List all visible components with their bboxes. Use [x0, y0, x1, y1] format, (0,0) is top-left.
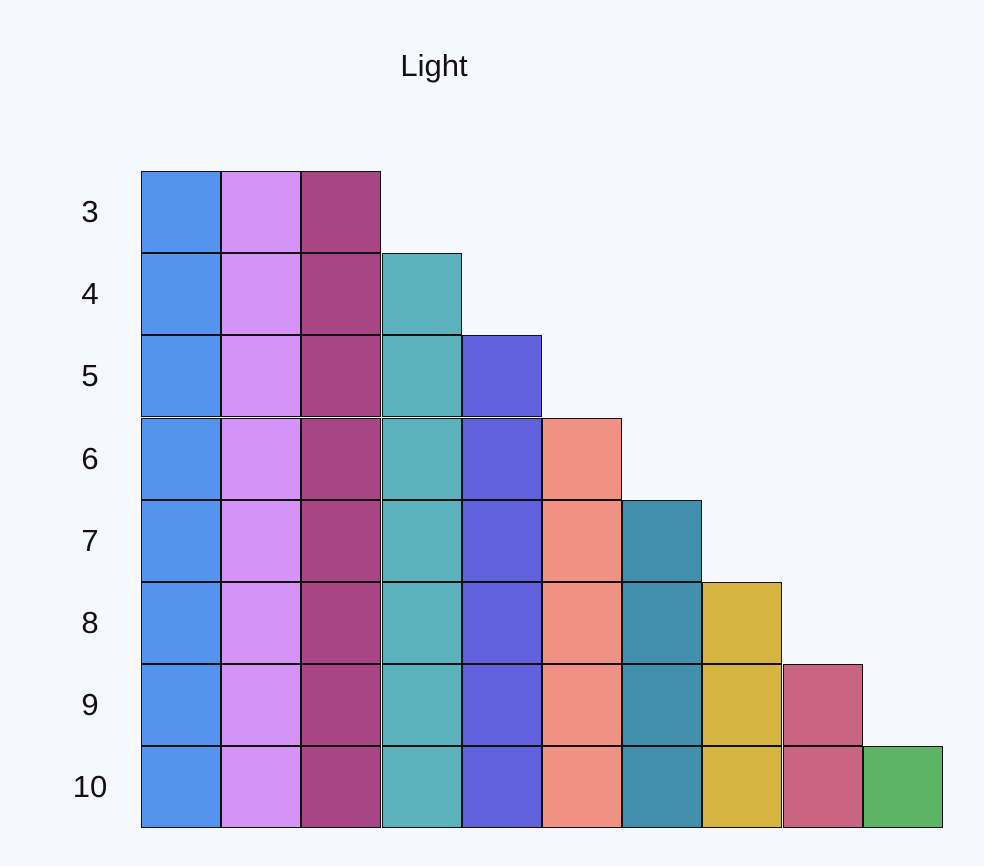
- row-label-9: 9: [81, 687, 99, 723]
- swatch-7-salmon: [542, 499, 622, 582]
- swatch-8-blue: [141, 582, 221, 664]
- row-label-8: 8: [81, 605, 99, 640]
- swatch-5-magenta: [301, 335, 382, 418]
- swatch-6-indigo: [461, 417, 542, 500]
- row-label-4: 4: [81, 276, 99, 312]
- swatch-8-salmon: [542, 582, 622, 664]
- swatch-7-indigo: [461, 499, 542, 582]
- swatch-7-lavender: [221, 499, 302, 582]
- swatch-9-blue: [141, 664, 221, 747]
- swatch-8-magenta: [301, 582, 382, 664]
- swatch-7-teal: [381, 499, 462, 582]
- swatch-4-magenta: [301, 253, 382, 336]
- swatch-5-teal: [381, 335, 462, 418]
- swatch-9-lavender: [221, 664, 302, 747]
- swatch-7-dark-teal: [622, 499, 703, 582]
- row-label-10: 10: [72, 769, 108, 805]
- swatch-8-lavender: [221, 582, 302, 664]
- swatch-7-blue: [141, 499, 221, 582]
- swatch-5-blue: [141, 335, 221, 418]
- swatch-9-teal: [381, 664, 462, 747]
- swatch-9-gold: [702, 664, 783, 747]
- swatch-8-gold: [702, 582, 783, 664]
- swatch-4-lavender: [221, 253, 302, 336]
- swatch-4-teal: [381, 253, 462, 336]
- palette-title: Light: [400, 48, 468, 83]
- swatch-10-salmon: [542, 746, 622, 829]
- swatch-8-dark-teal: [622, 582, 703, 664]
- swatch-3-lavender: [221, 171, 302, 253]
- swatch-9-rose: [782, 664, 863, 747]
- swatch-9-indigo: [461, 664, 542, 747]
- row-label-5: 5: [81, 358, 99, 394]
- swatch-9-dark-teal: [622, 664, 703, 747]
- row-label-6: 6: [81, 440, 99, 476]
- swatch-9-salmon: [542, 664, 622, 747]
- swatch-3-magenta: [301, 171, 382, 253]
- swatch-6-teal: [381, 417, 462, 500]
- swatch-8-indigo: [461, 582, 542, 664]
- swatch-6-magenta: [301, 417, 382, 500]
- swatch-10-blue: [141, 746, 221, 829]
- swatch-10-indigo: [461, 746, 542, 829]
- swatch-10-gold: [702, 746, 783, 829]
- swatch-8-teal: [381, 582, 462, 664]
- swatch-5-indigo: [461, 335, 542, 418]
- row-label-7: 7: [81, 522, 99, 558]
- swatch-5-lavender: [221, 335, 302, 418]
- swatch-6-blue: [141, 417, 221, 500]
- swatch-4-blue: [141, 253, 221, 336]
- swatch-3-blue: [141, 171, 221, 253]
- swatch-10-dark-teal: [622, 746, 703, 829]
- swatch-6-salmon: [542, 417, 622, 500]
- swatch-10-teal: [381, 746, 462, 829]
- swatch-7-magenta: [301, 499, 382, 582]
- row-label-3: 3: [81, 194, 99, 229]
- swatch-10-rose: [782, 746, 863, 829]
- swatch-10-lavender: [221, 746, 302, 829]
- swatch-9-magenta: [301, 664, 382, 747]
- swatch-6-lavender: [221, 417, 302, 500]
- swatch-10-green: [862, 746, 943, 829]
- swatch-10-magenta: [301, 746, 382, 829]
